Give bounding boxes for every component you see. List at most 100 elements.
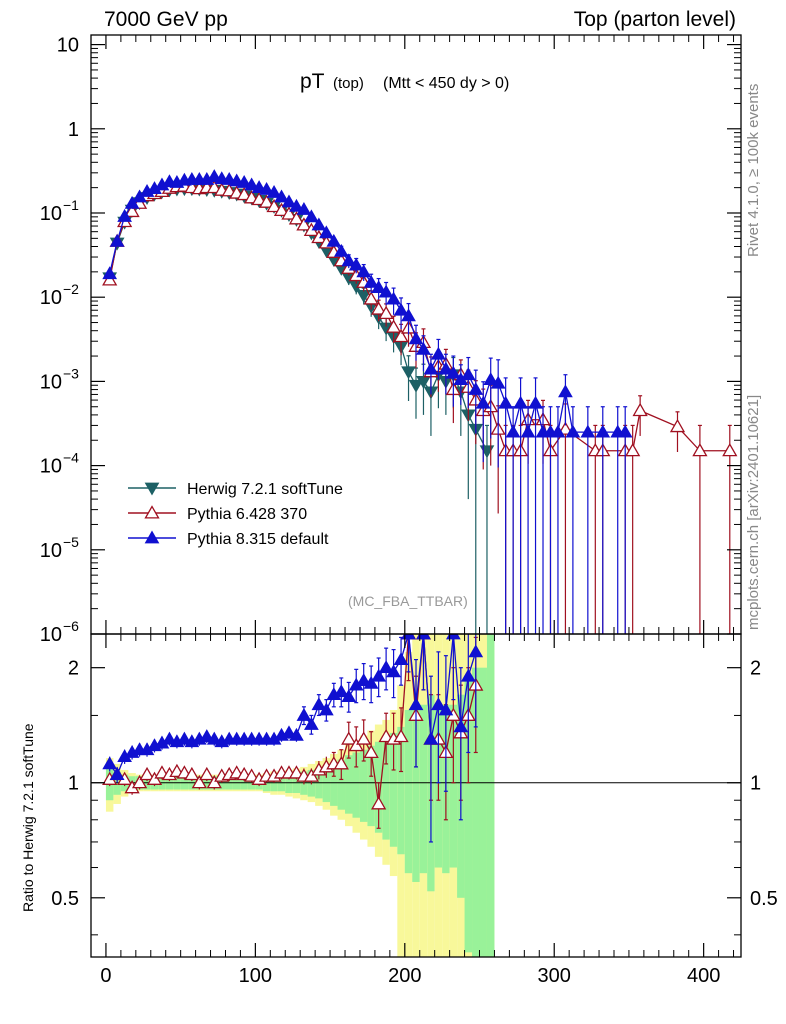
ratio-point: [311, 697, 327, 711]
y-tick-label: 10: [40, 540, 62, 562]
y-tick-label-exponent: −6: [63, 618, 79, 634]
data-point: [692, 442, 708, 457]
data-point: [385, 319, 402, 333]
data-point: [483, 372, 499, 385]
band-inner-bin: [389, 732, 398, 847]
ratio-point: [199, 766, 215, 781]
data-point: [557, 421, 574, 435]
data-point: [363, 291, 379, 305]
y-tick-label-exponent: −3: [63, 365, 79, 381]
band-inner-bin: [330, 762, 338, 806]
y-tick-label: 10: [40, 203, 62, 225]
data-point: [378, 305, 394, 320]
ratio-point: [393, 728, 409, 743]
legend-entry-pythia6: Pythia 6.428 370: [128, 505, 307, 523]
ratio-point: [460, 668, 476, 682]
data-point: [423, 361, 439, 375]
ratio-point: [386, 664, 401, 678]
data-point: [348, 257, 364, 271]
ratio-y-tick-label-right: 1: [750, 773, 761, 795]
y-tick-label-exponent: −5: [63, 534, 79, 550]
band-inner-bin: [345, 755, 353, 814]
ratio-point: [206, 774, 222, 789]
ratio-point: [244, 768, 260, 782]
rivet-label: Rivet 4.1.0, ≥ 100k events: [745, 83, 762, 257]
ratio-point: [356, 673, 372, 687]
ratio-point: [401, 634, 416, 640]
data-point: [393, 302, 409, 316]
band-inner-bin: [352, 752, 360, 818]
ratio-point: [431, 697, 446, 711]
data-point: [371, 301, 387, 315]
data-point: [550, 424, 566, 438]
ratio-y-tick-label: 1: [68, 773, 79, 795]
ratio-point: [162, 731, 177, 745]
data-point: [266, 185, 282, 198]
ratio-point: [199, 729, 215, 743]
legend-entry-herwig: Herwig 7.2.1 softTune: [128, 481, 343, 498]
ratio-point: [423, 731, 439, 745]
data-point: [617, 424, 633, 438]
data-point: [722, 442, 738, 457]
data-point: [124, 195, 140, 209]
x-tick-label: 200: [388, 965, 421, 987]
data-point: [258, 194, 275, 208]
data-point: [109, 233, 125, 247]
data-point: [401, 366, 416, 380]
ratio-point: [102, 756, 118, 770]
y-tick-label-exponent: −1: [63, 197, 79, 213]
ratio-point: [177, 731, 192, 745]
legend-label: Pythia 8.315 default: [187, 531, 329, 548]
data-point: [431, 346, 446, 360]
ratio-point: [393, 652, 409, 665]
ratio-point: [438, 702, 454, 716]
ratio-point: [468, 644, 484, 658]
data-point: [416, 341, 431, 355]
data-point: [416, 376, 431, 389]
ratio-y-axis-label: Ratio to Herwig 7.2.1 softTune: [20, 723, 36, 912]
ratio-point: [341, 689, 357, 703]
band-inner-bin: [359, 749, 368, 822]
y-tick-label: 10: [40, 371, 62, 393]
ratio-point: [296, 707, 312, 721]
legend-marker: [144, 505, 160, 519]
data-point: [479, 445, 495, 459]
plot-title-sub: (top): [333, 75, 364, 92]
data-point: [311, 217, 327, 231]
data-point: [318, 225, 334, 239]
data-point: [102, 266, 118, 280]
data-point: [273, 202, 290, 217]
band-inner-bin: [322, 765, 331, 803]
ratio-point: [206, 731, 222, 745]
data-point: [244, 177, 259, 191]
header-left: 7000 GeV pp: [104, 8, 228, 31]
band-inner-bin: [464, 676, 473, 953]
main-series-group: [102, 169, 738, 634]
band-inner-bin: [337, 759, 346, 810]
data-point: [460, 367, 476, 381]
x-tick-label: 300: [538, 965, 571, 987]
data-point: [304, 209, 319, 223]
data-point: [386, 291, 401, 305]
analysis-tag: (MC_FBA_TTBAR): [348, 593, 468, 609]
data-point: [296, 217, 312, 231]
ratio-uncertainty-band: [105, 634, 495, 957]
data-point: [632, 402, 648, 417]
data-point: [520, 424, 536, 438]
ratio-point: [363, 744, 379, 759]
data-point: [445, 365, 461, 379]
x-tick-label: 0: [100, 965, 111, 987]
legend-label: Pythia 6.428 370: [187, 506, 307, 523]
data-point: [528, 395, 543, 409]
ratio-point: [318, 702, 334, 716]
header-right: Top (parton level): [573, 8, 736, 31]
data-point: [296, 202, 312, 215]
legend-marker: [144, 482, 160, 496]
data-point: [468, 382, 484, 395]
data-point: [408, 379, 424, 393]
band-inner-bin: [419, 704, 428, 874]
ratio-point: [109, 767, 125, 781]
y-tick-label-exponent: −4: [63, 450, 79, 466]
